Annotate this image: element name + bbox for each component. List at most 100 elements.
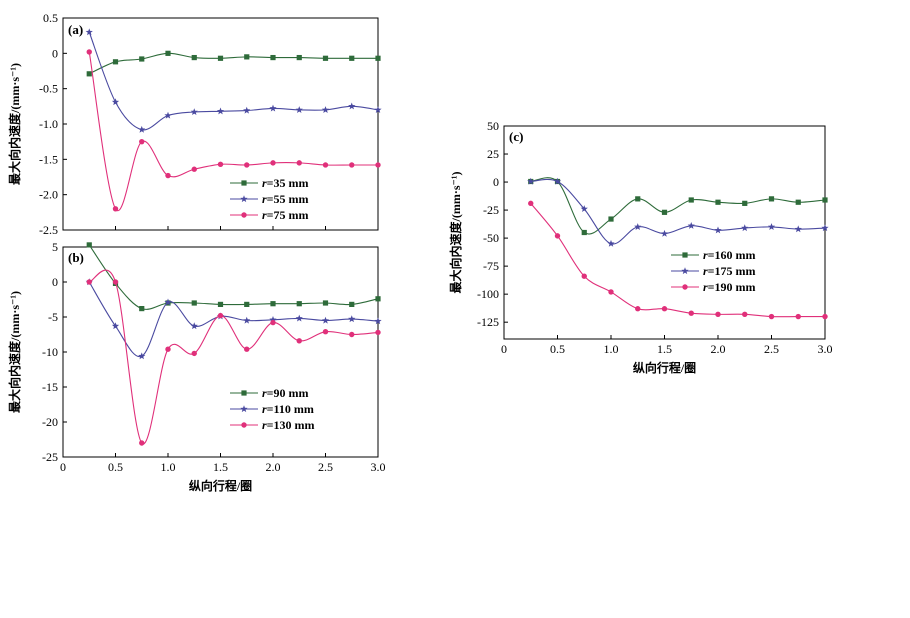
- data-point: [244, 346, 250, 352]
- series-r-35-mm: [86, 50, 381, 77]
- legend-marker: [681, 267, 689, 275]
- data-point: [661, 209, 668, 215]
- series-line: [88, 51, 378, 212]
- series-r-110-mm: [85, 278, 382, 360]
- data-point: [164, 111, 172, 119]
- y-tick-label: -100: [477, 287, 499, 301]
- data-point: [715, 311, 721, 318]
- data-point: [688, 197, 694, 203]
- legend-label: r=175 mm: [703, 264, 756, 278]
- series-line: [530, 177, 826, 235]
- y-tick-label: -10: [42, 345, 58, 359]
- data-point: [822, 313, 828, 320]
- legend-entry: r=160 mm: [671, 248, 756, 262]
- y-tick-label: -1.0: [39, 117, 58, 131]
- data-point: [216, 107, 225, 115]
- data-point: [191, 350, 197, 357]
- series-r-175-mm: [527, 177, 829, 247]
- legend-label: r=55 mm: [262, 192, 309, 206]
- y-tick-label: 5: [52, 240, 58, 254]
- data-point: [375, 329, 381, 336]
- legend-entry: r=75 mm: [230, 208, 309, 222]
- panel-label: (c): [509, 129, 523, 144]
- data-point: [527, 177, 535, 185]
- data-point: [687, 221, 695, 229]
- series-r-90-mm: [86, 242, 381, 312]
- data-point: [270, 319, 276, 326]
- y-tick-label: -50: [483, 231, 499, 245]
- data-point: [321, 106, 330, 113]
- data-point: [375, 55, 381, 61]
- legend-entry: r=55 mm: [230, 192, 309, 206]
- data-point: [795, 313, 801, 320]
- y-tick-label: -15: [42, 380, 58, 394]
- data-point: [217, 161, 224, 167]
- y-tick-label: -2.0: [39, 188, 58, 202]
- legend-label: r=190 mm: [703, 280, 756, 294]
- y-tick-label: -2.5: [39, 223, 58, 237]
- y-tick-label: -125: [477, 315, 499, 329]
- plot-frame-b: [62, 246, 379, 458]
- legend-marker: [241, 180, 247, 186]
- data-point: [767, 223, 776, 230]
- series-line: [88, 31, 379, 131]
- data-point: [296, 160, 302, 166]
- data-point: [608, 289, 614, 295]
- series-r-75-mm: [86, 49, 381, 212]
- data-point: [111, 322, 120, 330]
- x-tick-label: 2.5: [318, 460, 333, 474]
- data-point: [322, 329, 329, 335]
- legend-marker: [682, 252, 688, 258]
- data-point: [296, 338, 302, 344]
- x-tick-label: 1.0: [604, 342, 619, 356]
- data-point: [688, 310, 694, 316]
- panel-label: (b): [68, 250, 84, 265]
- panel-b: 0 0.5 1.0 1.5 2.0 2.5 3.0 5 0 -5 -10 -15 -20 -25 (b) 最大…: [7, 240, 386, 493]
- plot-frame-a: [62, 17, 379, 231]
- legend-marker: [241, 390, 247, 396]
- legend-label: r=90 mm: [262, 386, 309, 400]
- y-tick-label: -25: [42, 450, 58, 464]
- data-point: [112, 206, 119, 212]
- data-point: [111, 98, 120, 106]
- y-tick-label: 0: [493, 175, 499, 189]
- data-point: [349, 301, 355, 307]
- data-point: [768, 313, 775, 320]
- y-axis-label: 最大向内速度/(mm·s⁻¹): [7, 291, 22, 413]
- data-point: [138, 125, 146, 133]
- series-line: [530, 203, 825, 318]
- data-point: [139, 440, 145, 446]
- data-point: [244, 162, 250, 168]
- x-tick-label: 0: [501, 342, 507, 356]
- y-tick-label: 25: [487, 147, 499, 161]
- series-r-190-mm: [528, 200, 828, 320]
- data-point: [374, 106, 382, 113]
- data-point: [715, 199, 721, 205]
- data-point: [112, 279, 119, 285]
- data-point: [635, 196, 641, 202]
- x-tick-label: 3.0: [818, 342, 833, 356]
- x-tick-label: 1.5: [213, 460, 228, 474]
- series-line: [89, 52, 378, 75]
- data-point: [139, 306, 145, 312]
- data-point: [348, 102, 356, 110]
- panel-a: 0.5 0 -0.5 -1.0 -1.5 -2.0 -2.5 (a) 最大向内速度/(mm·s⁻…: [7, 11, 382, 237]
- y-tick-label: 0: [52, 46, 58, 60]
- data-point: [554, 233, 561, 239]
- data-point: [269, 104, 277, 112]
- data-point: [742, 311, 748, 318]
- data-point: [321, 316, 330, 324]
- legend-marker: [682, 284, 688, 290]
- data-point: [822, 197, 828, 203]
- data-point: [190, 108, 198, 116]
- y-tick-label: 50: [487, 119, 499, 133]
- data-point: [795, 199, 801, 205]
- legend-entry: r=110 mm: [230, 402, 314, 416]
- data-point: [634, 223, 642, 230]
- y-tick-label: -75: [483, 259, 499, 273]
- data-point: [741, 224, 749, 232]
- data-point: [270, 54, 276, 61]
- series-r-55-mm: [85, 28, 382, 133]
- x-tick-label: 1.5: [657, 342, 672, 356]
- x-tick-label: 0.5: [550, 342, 565, 356]
